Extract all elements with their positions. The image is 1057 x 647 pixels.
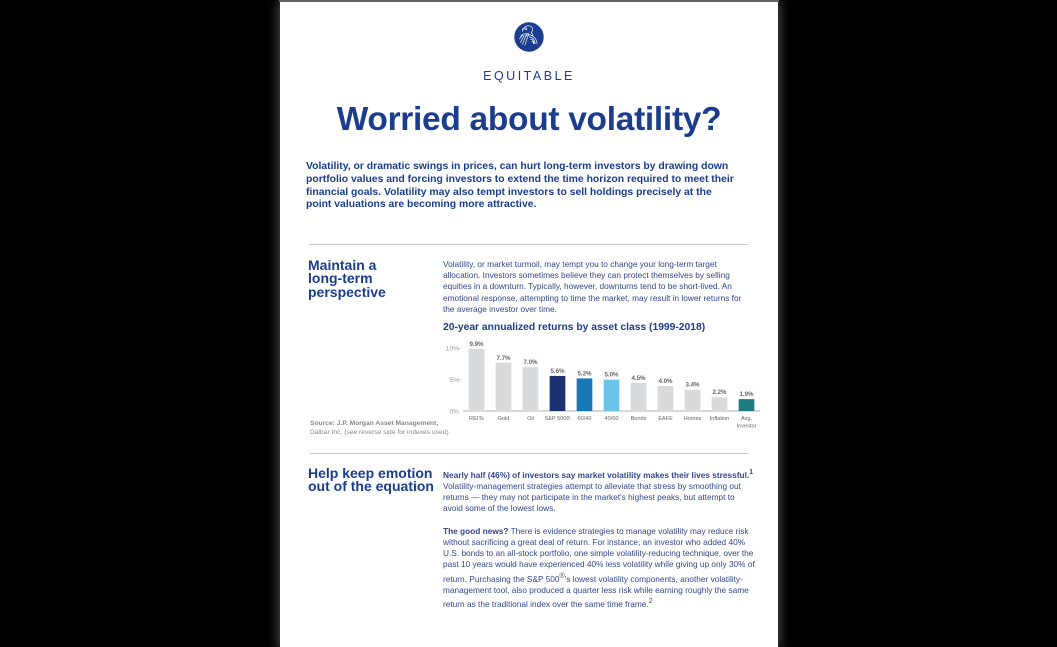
- svg-text:5.0%: 5.0%: [604, 372, 619, 379]
- svg-text:5.6%: 5.6%: [550, 368, 565, 375]
- svg-text:7.7%: 7.7%: [496, 355, 511, 362]
- svg-text:0%: 0%: [449, 408, 459, 415]
- svg-text:EAFE: EAFE: [658, 416, 673, 422]
- svg-text:Avg.: Avg.: [741, 416, 753, 422]
- svg-text:Homes: Homes: [684, 416, 702, 422]
- svg-text:3.4%: 3.4%: [685, 382, 700, 389]
- svg-text:9.9%: 9.9%: [469, 341, 484, 348]
- svg-text:5%: 5%: [449, 377, 459, 384]
- svg-text:10%: 10%: [446, 346, 459, 353]
- svg-text:4.0%: 4.0%: [658, 378, 673, 385]
- svg-text:Bonds: Bonds: [631, 416, 647, 422]
- svg-text:2.2%: 2.2%: [712, 389, 727, 396]
- svg-text:1.9%: 1.9%: [739, 391, 754, 398]
- svg-text:7.0%: 7.0%: [523, 359, 538, 366]
- svg-text:Investor: Investor: [737, 424, 757, 430]
- svg-text:Inflation: Inflation: [710, 416, 730, 422]
- svg-text:5.2%: 5.2%: [577, 370, 592, 377]
- svg-text:4.5%: 4.5%: [631, 375, 646, 382]
